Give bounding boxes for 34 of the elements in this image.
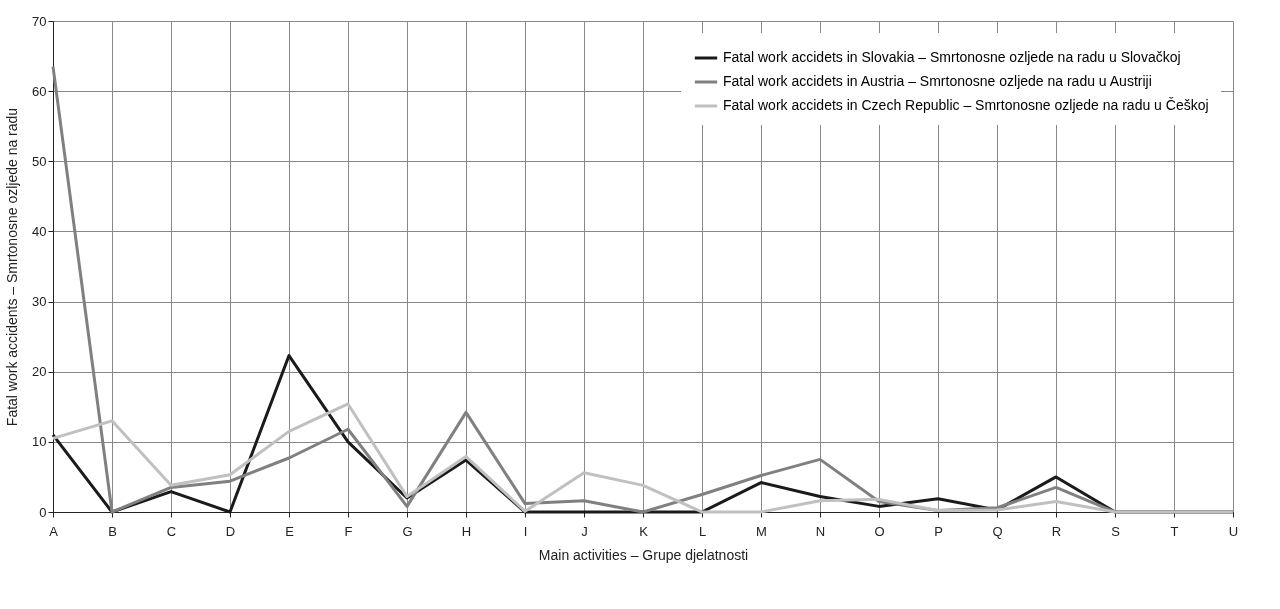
x-tick-label: N (815, 523, 826, 539)
y-tick-label: 40 (32, 223, 47, 239)
y-tick-label: 60 (32, 83, 47, 99)
legend-label: Fatal work accidets in Czech Republic – Smrtonosne ozljede na radu u Češkoj (723, 97, 1209, 113)
x-tick-label: B (108, 523, 117, 539)
x-tick-label: Q (992, 523, 1003, 539)
x-tick-label: L (698, 523, 707, 539)
x-tick-label: S (1111, 523, 1121, 539)
x-tick-label: H (461, 523, 472, 539)
x-tick-label: U (1228, 523, 1239, 539)
x-axis-title: Main activities – Grupe djelatnosti (538, 546, 749, 563)
x-tick-label: M (756, 523, 767, 539)
y-tick-label: 0 (39, 504, 47, 520)
x-tick-label: P (934, 523, 943, 539)
x-tick-label: K (639, 523, 649, 539)
x-tick-label: E (285, 523, 295, 539)
legend-label: Fatal work accidets in Slovakia – Smrtonosne ozljede na radu u Slovačkoj (723, 49, 1181, 65)
x-tick-label: J (581, 523, 588, 539)
x-tick-label: C (166, 523, 177, 539)
x-tick-label: F (344, 523, 353, 539)
x-tick-label: G (402, 523, 413, 539)
y-tick-label: 10 (32, 434, 47, 450)
legend-label: Fatal work accidets in Austria – Smrtonosne ozljede na radu u Austriji (723, 73, 1152, 89)
y-tick-label: 70 (32, 13, 47, 29)
x-tick-label: D (225, 523, 236, 539)
x-tick-label: I (523, 523, 528, 539)
y-tick-label: 20 (32, 364, 47, 380)
y-axis-title: Fatal work accidents – Smrtonosne ozljede na radu (4, 107, 21, 427)
x-tick-label: T (1170, 523, 1179, 539)
y-tick-label: 50 (32, 153, 47, 169)
x-tick-label: O (874, 523, 885, 539)
x-tick-label: A (49, 523, 59, 539)
x-tick-label: R (1051, 523, 1062, 539)
y-tick-label: 30 (32, 294, 47, 310)
